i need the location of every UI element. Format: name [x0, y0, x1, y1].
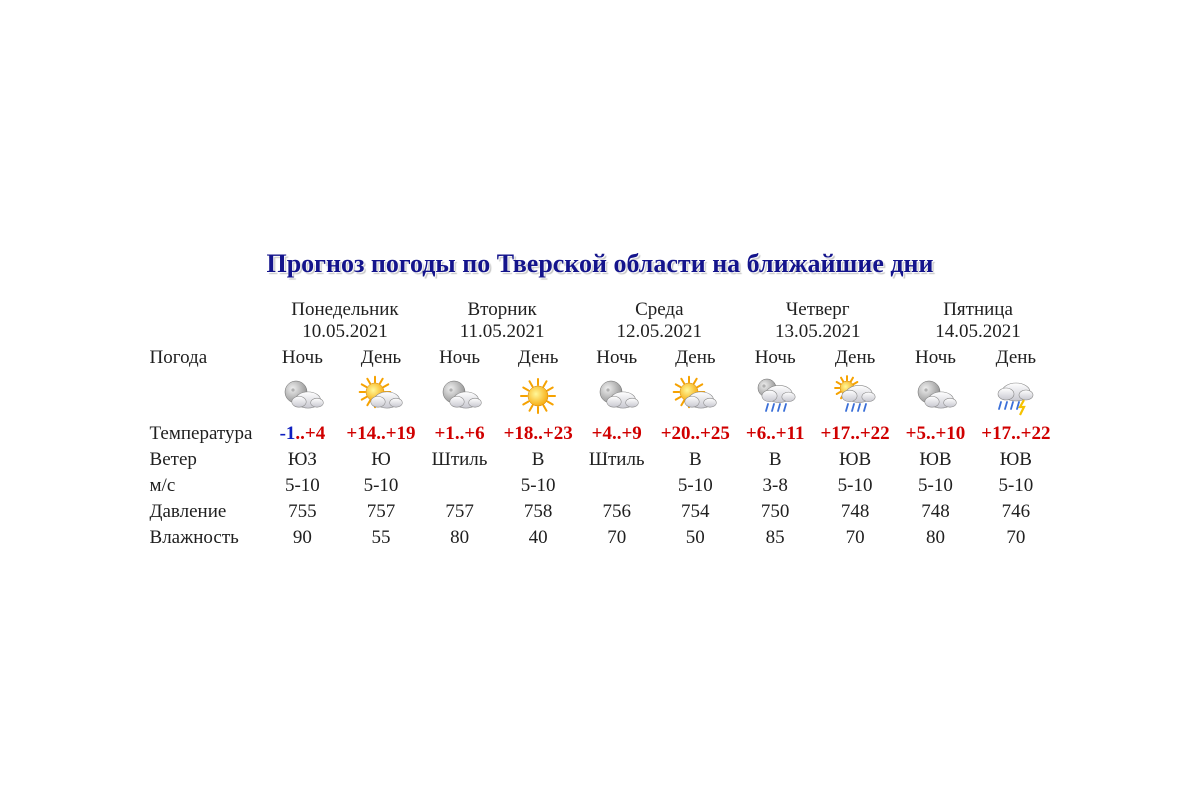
humidity-cell: 85 [738, 525, 813, 551]
night-label: Ночь [738, 345, 813, 371]
temperature-cell: +6..+11 [738, 421, 813, 447]
row-wind-units-label: м/с [142, 473, 267, 499]
wind-speed-cell [581, 473, 653, 499]
humidity-cell: 90 [266, 525, 338, 551]
wind-speed-cell: 5-10 [812, 473, 897, 499]
row-wind-label: Ветер [142, 447, 267, 473]
forecast-panel: Прогноз погоды по Тверской области на бл… [20, 209, 1180, 591]
day-label: День [338, 345, 423, 371]
wind-direction-cell: ЮВ [898, 447, 974, 473]
pressure-cell: 748 [812, 499, 897, 525]
pressure-cell: 754 [653, 499, 738, 525]
night-label: Ночь [581, 345, 653, 371]
wind-direction-cell: ЮВ [812, 447, 897, 473]
date-label: 11.05.2021 [432, 321, 573, 343]
humidity-cell: 70 [973, 525, 1058, 551]
date-label: 12.05.2021 [589, 321, 730, 343]
humidity-cell: 70 [812, 525, 897, 551]
humidity-cell: 50 [653, 525, 738, 551]
pressure-cell: 758 [496, 499, 581, 525]
humidity-cell: 80 [424, 525, 496, 551]
wind-speed-cell: 5-10 [496, 473, 581, 499]
pressure-cell: 746 [973, 499, 1058, 525]
night-label: Ночь [898, 345, 974, 371]
humidity-cell: 70 [581, 525, 653, 551]
row-temperature-label: Температура [142, 421, 267, 447]
day-header: Пятница14.05.2021 [898, 297, 1059, 345]
weather-cloud-storm-icon [973, 371, 1058, 421]
forecast-table: Понедельник10.05.2021Вторник11.05.2021Ср… [142, 297, 1059, 551]
wind-direction-cell: Штиль [581, 447, 653, 473]
wind-direction-cell: Штиль [424, 447, 496, 473]
wind-speed-cell: 5-10 [973, 473, 1058, 499]
wind-speed-cell: 5-10 [338, 473, 423, 499]
temperature-cell: -1..+4 [266, 421, 338, 447]
weather-moon-cloud-icon [424, 371, 496, 421]
pressure-cell: 757 [338, 499, 423, 525]
wind-direction-cell: В [738, 447, 813, 473]
weekday-label: Четверг [746, 299, 890, 321]
date-label: 14.05.2021 [906, 321, 1051, 343]
weather-moon-cloud-icon [581, 371, 653, 421]
humidity-cell: 80 [898, 525, 974, 551]
temperature-cell: +17..+22 [973, 421, 1058, 447]
row-pressure-label: Давление [142, 499, 267, 525]
temperature-cell: +18..+23 [496, 421, 581, 447]
weekday-label: Среда [589, 299, 730, 321]
wind-speed-cell [424, 473, 496, 499]
temperature-cell: +5..+10 [898, 421, 974, 447]
night-label: Ночь [266, 345, 338, 371]
wind-speed-cell: 5-10 [653, 473, 738, 499]
wind-direction-cell: Ю [338, 447, 423, 473]
weather-moon-cloud-icon [898, 371, 974, 421]
wind-speed-cell: 5-10 [266, 473, 338, 499]
day-header: Четверг13.05.2021 [738, 297, 898, 345]
day-label: День [973, 345, 1058, 371]
wind-direction-cell: ЮВ [973, 447, 1058, 473]
weather-moon-cloud-rain-icon [738, 371, 813, 421]
weather-sun-icon [496, 371, 581, 421]
day-header: Среда12.05.2021 [581, 297, 738, 345]
temperature-cell: +20..+25 [653, 421, 738, 447]
pressure-cell: 755 [266, 499, 338, 525]
weather-sun-cloud-icon [338, 371, 423, 421]
date-label: 13.05.2021 [746, 321, 890, 343]
date-label: 10.05.2021 [274, 321, 415, 343]
day-label: День [812, 345, 897, 371]
row-weather-label: Погода [142, 345, 267, 371]
temperature-cell: +4..+9 [581, 421, 653, 447]
weekday-label: Понедельник [274, 299, 415, 321]
day-header: Вторник11.05.2021 [424, 297, 581, 345]
temperature-cell: +17..+22 [812, 421, 897, 447]
weather-sun-cloud-rain-icon [812, 371, 897, 421]
day-header: Понедельник10.05.2021 [266, 297, 423, 345]
pressure-cell: 757 [424, 499, 496, 525]
temperature-cell: +1..+6 [424, 421, 496, 447]
weather-moon-cloud-icon [266, 371, 338, 421]
row-humidity-label: Влажность [142, 525, 267, 551]
day-label: День [653, 345, 738, 371]
pressure-cell: 756 [581, 499, 653, 525]
day-label: День [496, 345, 581, 371]
wind-speed-cell: 5-10 [898, 473, 974, 499]
night-label: Ночь [424, 345, 496, 371]
wind-speed-cell: 3-8 [738, 473, 813, 499]
wind-direction-cell: В [653, 447, 738, 473]
weekday-label: Вторник [432, 299, 573, 321]
pressure-cell: 750 [738, 499, 813, 525]
humidity-cell: 55 [338, 525, 423, 551]
weather-sun-cloud-icon [653, 371, 738, 421]
pressure-cell: 748 [898, 499, 974, 525]
temperature-cell: +14..+19 [338, 421, 423, 447]
humidity-cell: 40 [496, 525, 581, 551]
weekday-label: Пятница [906, 299, 1051, 321]
wind-direction-cell: В [496, 447, 581, 473]
forecast-title: Прогноз погоды по Тверской области на бл… [40, 249, 1160, 279]
wind-direction-cell: ЮЗ [266, 447, 338, 473]
